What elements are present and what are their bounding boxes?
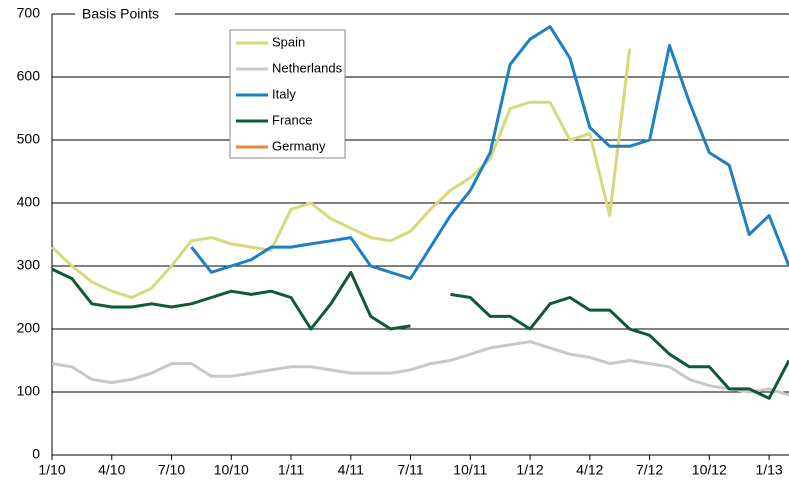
y-tick-label: 200 bbox=[17, 320, 41, 336]
y-tick-label: 300 bbox=[17, 257, 41, 273]
x-tick-label: 7/10 bbox=[158, 462, 185, 478]
series-line bbox=[51, 267, 789, 400]
y-axis-label: Basis Points bbox=[82, 6, 159, 22]
legend-label: France bbox=[272, 112, 312, 127]
y-tick-label: 700 bbox=[17, 5, 41, 21]
y-tick-label: 0 bbox=[32, 446, 40, 462]
x-tick-label: 1/12 bbox=[516, 462, 543, 478]
y-label-bg bbox=[75, 4, 175, 24]
x-tick-label: 1/11 bbox=[278, 462, 304, 478]
x-tick-label: 10/12 bbox=[692, 462, 727, 478]
x-tick-label: 4/12 bbox=[576, 462, 603, 478]
legend-label: Italy bbox=[272, 86, 296, 101]
y-tick-label: 100 bbox=[17, 383, 41, 399]
y-tick-label: 600 bbox=[17, 68, 41, 84]
series-line bbox=[190, 25, 789, 281]
y-tick-label: 400 bbox=[17, 194, 41, 210]
x-tick-label: 10/11 bbox=[453, 462, 487, 478]
x-tick-label: 10/10 bbox=[214, 462, 249, 478]
x-tick-label: 7/11 bbox=[397, 462, 423, 478]
x-tick-label: 1/13 bbox=[755, 462, 782, 478]
series-line bbox=[50, 48, 632, 299]
legend-label: Netherlands bbox=[272, 60, 343, 75]
legend: Spain Netherlands Italy France Germany bbox=[229, 29, 346, 159]
series-line bbox=[51, 340, 789, 397]
x-tick-label: 7/12 bbox=[636, 462, 663, 478]
x-tick-label: 4/11 bbox=[338, 462, 364, 478]
grid bbox=[51, 13, 789, 460]
y-tick-label: 500 bbox=[17, 131, 41, 147]
legend-label: Germany bbox=[272, 138, 326, 153]
x-tick-label: 4/10 bbox=[98, 462, 125, 478]
x-tick-label: 1/10 bbox=[38, 462, 65, 478]
legend-label: Spain bbox=[272, 34, 305, 49]
